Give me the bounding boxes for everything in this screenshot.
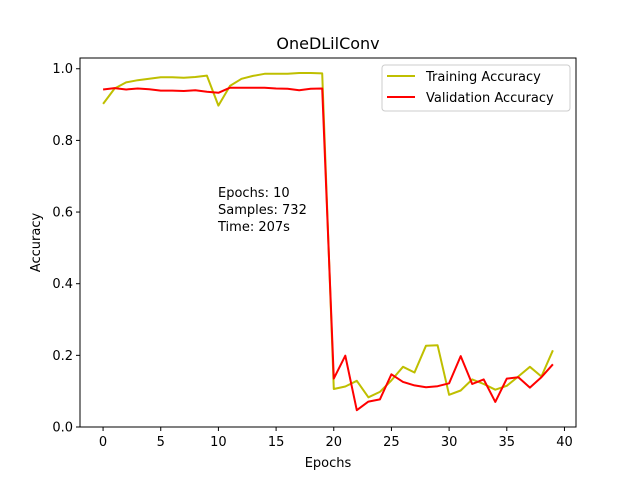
legend-label-training: Training Accuracy (425, 70, 541, 85)
x-tick-label: 40 (556, 435, 573, 450)
x-tick-label: 5 (157, 435, 165, 450)
y-tick-label: 0.0 (52, 421, 73, 436)
y-tick-label: 0.8 (52, 134, 73, 149)
x-tick-label: 10 (210, 435, 227, 450)
annotation-block: Epochs: 10 Samples: 732 Time: 207s (217, 186, 307, 235)
legend-box (381, 64, 571, 112)
x-tick-label: 15 (268, 435, 285, 450)
plot-lines (102, 72, 554, 412)
ticks: 0 5 10 15 20 25 30 35 40 0.0 0.2 0.4 0.6 0.8 1.0 (52, 62, 572, 450)
y-axis-label: Accuracy (29, 213, 44, 273)
x-axis-label: Epochs (305, 456, 352, 471)
legend: Training Accuracy Validation Accuracy (381, 64, 571, 112)
plot-frame (79, 57, 577, 428)
annotation-epochs: Epochs: 10 (218, 186, 290, 201)
y-tick-label: 1.0 (52, 62, 73, 77)
annotation-samples: Samples: 732 (218, 203, 307, 218)
legend-label-validation: Validation Accuracy (426, 91, 554, 106)
y-tick-label: 0.6 (52, 206, 73, 221)
chart-title: OneDLilConv (276, 34, 379, 53)
x-tick-label: 35 (499, 435, 516, 450)
x-tick-label: 30 (441, 435, 458, 450)
annotation-time: Time: 207s (217, 220, 290, 235)
series-line-validation-accuracy (102, 86, 554, 412)
y-tick-label: 0.4 (52, 277, 73, 292)
x-tick-label: 25 (383, 435, 400, 450)
y-tick-label: 0.2 (52, 349, 73, 364)
x-tick-label: 20 (325, 435, 342, 450)
x-tick-label: 0 (99, 435, 107, 450)
